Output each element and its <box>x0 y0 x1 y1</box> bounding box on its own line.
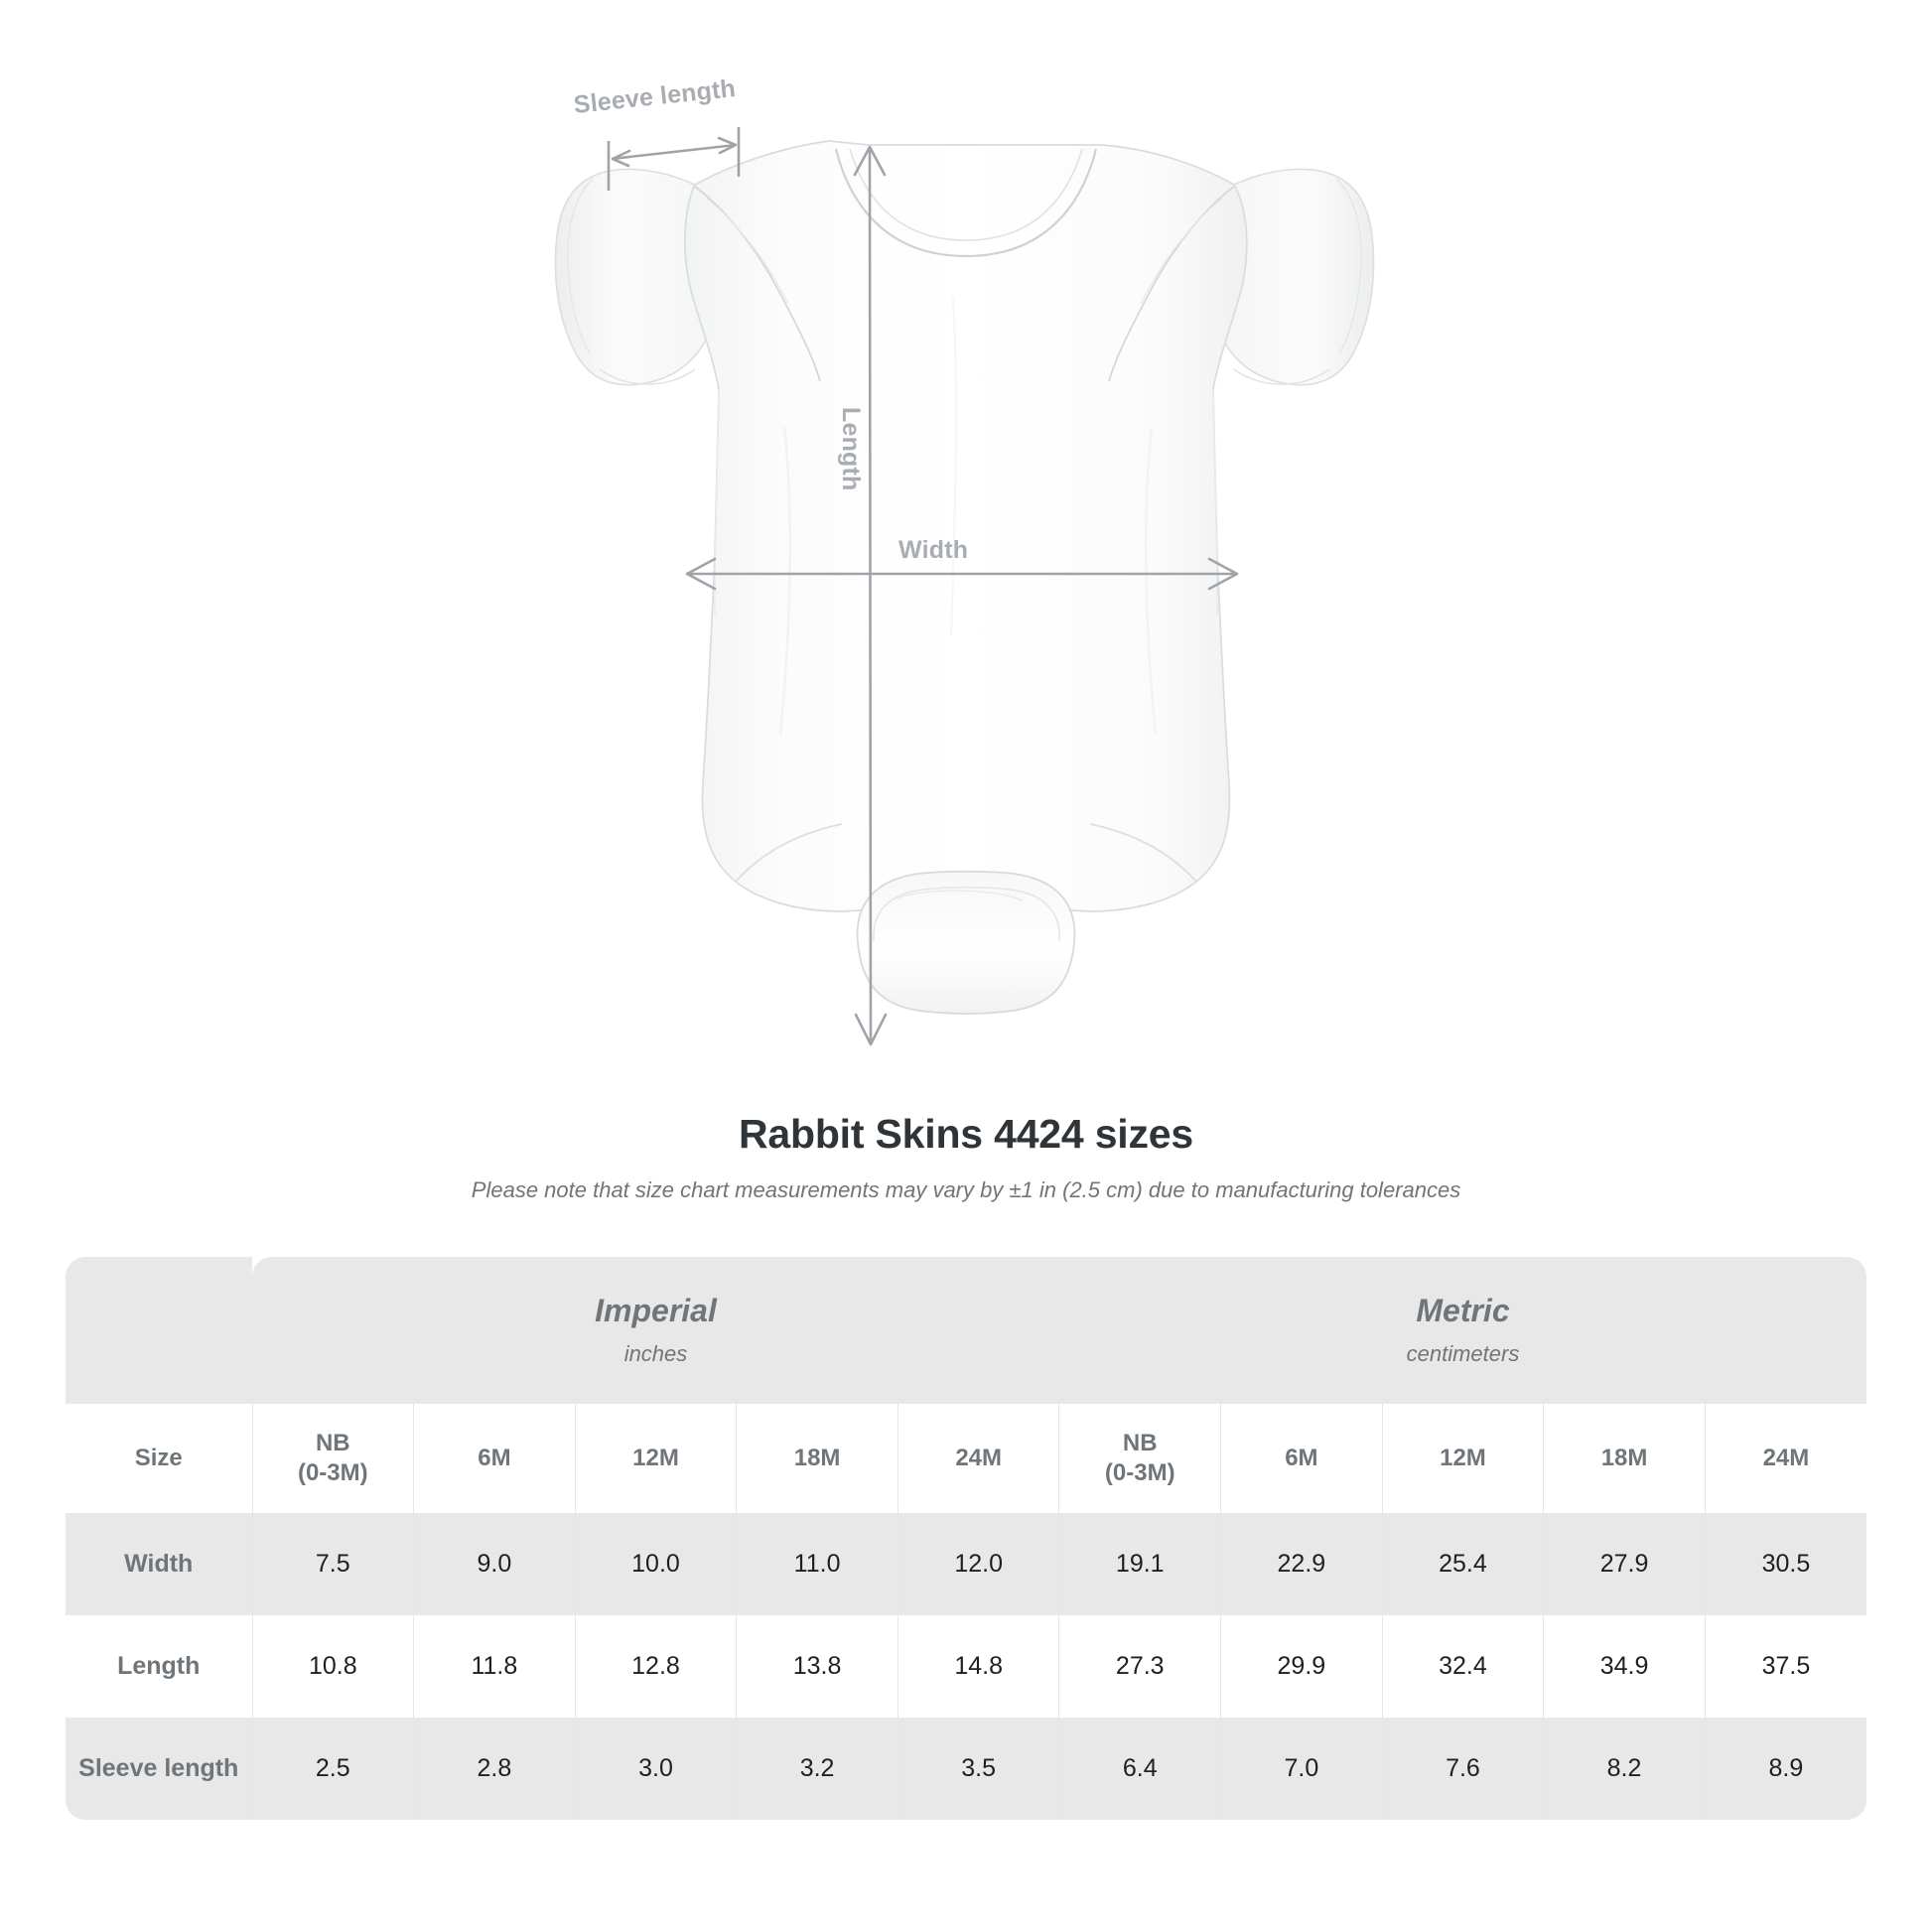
cell-width-metric-12m: 25.4 <box>1381 1512 1544 1615</box>
cell-sleeve-imperial-6m: 2.8 <box>413 1717 576 1820</box>
unit-sub-imperial: inches <box>623 1340 688 1366</box>
cell-width-metric-6m: 22.9 <box>1220 1512 1383 1615</box>
width-label: Width <box>898 536 969 564</box>
length-label: Length <box>837 407 865 491</box>
cell-length-imperial-6m: 11.8 <box>413 1614 576 1718</box>
column-header-metric-18m: 18M <box>1543 1403 1706 1513</box>
cell-width-imperial-24m: 12.0 <box>897 1512 1059 1615</box>
size-chart-table: Imperial inches Metric centimeters Size … <box>66 1256 1866 1820</box>
right-shoulder-seam-inner <box>1140 198 1223 305</box>
col-label-line2: (0-3M) <box>297 1458 368 1486</box>
column-header-imperial-18m: 18M <box>736 1403 898 1513</box>
column-header-metric-12m: 12M <box>1381 1403 1544 1513</box>
size-chart-table-wrapper: Imperial inches Metric centimeters Size … <box>66 1256 1866 1820</box>
cell-width-imperial-12m: 10.0 <box>574 1512 737 1615</box>
column-header-imperial-nb: NB (0-3M) <box>251 1403 414 1513</box>
cell-sleeve-metric-24m: 8.9 <box>1704 1717 1866 1820</box>
right-shoulder-seam <box>1108 186 1235 382</box>
garment-illustration: Sleeve length Length Width <box>554 74 1375 1046</box>
cell-sleeve-imperial-18m: 3.2 <box>736 1717 898 1820</box>
crotch-flap-stitch <box>873 887 1060 942</box>
sleeve-length-dimension <box>607 127 741 191</box>
cell-sleeve-metric-nb: 6.4 <box>1058 1717 1221 1820</box>
table-row: Width 7.5 9.0 10.0 11.0 12.0 19.1 22.9 2… <box>66 1512 1866 1615</box>
cell-sleeve-imperial-12m: 3.0 <box>574 1717 737 1820</box>
cell-length-imperial-24m: 14.8 <box>897 1614 1059 1718</box>
column-header-metric-nb: NB (0-3M) <box>1058 1403 1221 1513</box>
left-sleeve-hem <box>599 368 696 385</box>
column-header-imperial-6m: 6M <box>413 1403 576 1513</box>
unit-sub-metric: centimeters <box>1406 1340 1520 1366</box>
cell-length-imperial-18m: 13.8 <box>736 1614 898 1718</box>
cell-width-imperial-nb: 7.5 <box>251 1512 414 1615</box>
width-dimension <box>685 557 1239 591</box>
fabric-fold-left <box>778 426 792 736</box>
cell-length-metric-18m: 34.9 <box>1543 1614 1706 1718</box>
unit-header-spacer <box>66 1256 252 1404</box>
neckline <box>834 148 1098 258</box>
cell-length-metric-24m: 37.5 <box>1704 1614 1866 1718</box>
page-subtitle: Please note that size chart measurements… <box>471 1177 1461 1203</box>
title-block: Rabbit Skins 4424 sizes Please note that… <box>0 1110 1932 1204</box>
column-header-size: Size <box>66 1403 252 1513</box>
unit-header-imperial: Imperial inches <box>252 1256 1059 1404</box>
cell-sleeve-metric-12m: 7.6 <box>1381 1717 1544 1820</box>
row-label-width: Width <box>66 1512 252 1615</box>
table-row: Sleeve length 2.5 2.8 3.0 3.2 3.5 6.4 7.… <box>66 1717 1866 1820</box>
fabric-fold-center <box>949 297 958 636</box>
left-sleeve-seam <box>566 178 594 354</box>
page-title: Rabbit Skins 4424 sizes <box>738 1111 1193 1157</box>
cell-width-metric-nb: 19.1 <box>1058 1512 1221 1615</box>
bodysuit-body <box>684 140 1248 948</box>
column-header-metric-24m: 24M <box>1704 1403 1866 1513</box>
cell-length-imperial-12m: 12.8 <box>574 1614 737 1718</box>
unit-name-imperial: Imperial <box>595 1293 717 1329</box>
column-header-imperial-24m: 24M <box>897 1403 1059 1513</box>
cell-sleeve-metric-6m: 7.0 <box>1220 1717 1383 1820</box>
right-sleeve-hem <box>1233 368 1330 385</box>
column-header-row: Size NB (0-3M) 6M 12M 18M 24M NB (0-3M) … <box>66 1403 1866 1513</box>
left-sleeve <box>554 168 718 386</box>
cell-length-metric-12m: 32.4 <box>1381 1614 1544 1718</box>
crotch-snap-flap <box>856 870 1076 1015</box>
right-side-seam <box>1212 388 1218 617</box>
crotch-flap-fold <box>896 890 1024 901</box>
unit-header-metric: Metric centimeters <box>1058 1256 1866 1404</box>
length-dimension <box>853 145 888 1046</box>
fabric-fold-right <box>1144 426 1158 736</box>
col-label-line1: NB <box>315 1429 350 1456</box>
left-shoulder-seam <box>694 186 821 382</box>
left-side-seam <box>714 388 720 617</box>
cell-sleeve-imperial-nb: 2.5 <box>251 1717 414 1820</box>
right-sleeve-seam <box>1335 178 1363 354</box>
column-header-metric-6m: 6M <box>1220 1403 1383 1513</box>
cell-length-imperial-nb: 10.8 <box>251 1614 414 1718</box>
cell-length-metric-6m: 29.9 <box>1220 1614 1383 1718</box>
cell-sleeve-metric-18m: 8.2 <box>1543 1717 1706 1820</box>
cell-width-metric-18m: 27.9 <box>1543 1512 1706 1615</box>
right-sleeve <box>1211 168 1375 386</box>
cell-width-metric-24m: 30.5 <box>1704 1512 1866 1615</box>
baby-bodysuit-graphic <box>554 127 1375 1046</box>
unit-name-metric: Metric <box>1416 1293 1510 1329</box>
cell-length-metric-nb: 27.3 <box>1058 1614 1221 1718</box>
cell-width-imperial-6m: 9.0 <box>413 1512 576 1615</box>
row-label-sleeve-length: Sleeve length <box>66 1717 252 1820</box>
cell-width-imperial-18m: 11.0 <box>736 1512 898 1615</box>
left-leg-edge <box>735 823 843 883</box>
row-label-length: Length <box>66 1614 252 1718</box>
col-label-line1: NB <box>1122 1429 1158 1456</box>
column-header-imperial-12m: 12M <box>574 1403 737 1513</box>
left-shoulder-seam-inner <box>706 198 789 305</box>
unit-group-header-row: Imperial inches Metric centimeters <box>66 1256 1866 1404</box>
right-leg-edge <box>1089 823 1197 883</box>
cell-sleeve-imperial-24m: 3.5 <box>897 1717 1059 1820</box>
table-row: Length 10.8 11.8 12.8 13.8 14.8 27.3 29.… <box>66 1614 1866 1718</box>
col-label-line2: (0-3M) <box>1104 1458 1175 1486</box>
